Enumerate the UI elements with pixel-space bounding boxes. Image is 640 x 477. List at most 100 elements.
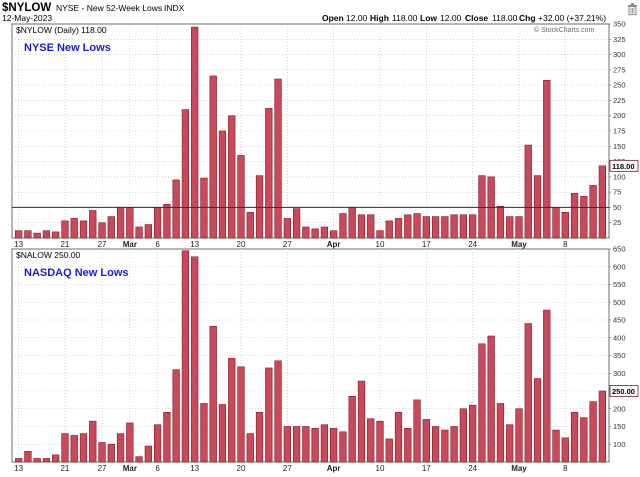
nyse-bar [561,212,569,239]
nasdaq-bar [292,426,301,463]
nyse-y-tick-label: 200 [613,111,626,120]
nyse-x-axis: 13 21 27 Mar 6 13 20 27 Apr 10 17 24 May 8 [14,240,568,249]
nasdaq-bar [533,378,542,463]
nyse-y-tick-label: 275 [613,65,626,74]
nasdaq-x-tick-label: 13 [190,464,199,473]
nasdaq-x-tick-label: 21 [61,464,70,473]
nasdaq-x-tick-label: 17 [422,464,431,473]
nyse-bar [135,226,143,239]
nasdaq-bar [265,367,273,463]
nyse-x-tick-label: Mar [123,240,137,249]
nasdaq-bar [181,250,190,463]
nyse-bar [311,228,319,239]
nasdaq-bar [228,358,236,463]
nasdaq-y-tick-label: 600 [613,262,626,271]
open-value: 12.00 [346,13,368,23]
nyse-bar [70,218,78,239]
nasdaq-x-tick-label: 10 [376,464,385,473]
nasdaq-bar [348,396,356,463]
trash-icon[interactable] [628,3,637,16]
nyse-bar [126,207,134,239]
nasdaq-bar [274,360,282,463]
nasdaq-x-tick-label: 20 [237,464,246,473]
exchange-label: INDX [164,3,185,13]
nasdaq-x-tick-label: 27 [98,464,107,473]
nyse-bar [441,216,449,239]
date-label: 12-May-2023 [2,13,52,23]
nyse-bar [209,75,217,239]
nasdaq-last-value-label: 250.00 [612,387,635,396]
low-label: Low [420,13,437,23]
nyse-y-tick-label: 100 [613,172,626,181]
nasdaq-bar [561,437,569,463]
nasdaq-x-axis: 13 21 27 Mar 6 13 20 27 Apr 10 17 24 May 8 [14,464,568,473]
nasdaq-x-tick-label: May [511,464,527,473]
nasdaq-bar [394,411,403,463]
nyse-x-tick-label: Apr [327,240,341,249]
nyse-bar [107,216,115,239]
chg-label: Chg [519,13,536,23]
nasdaq-bar [42,458,51,463]
nyse-bar [218,130,227,239]
nasdaq-bar [172,369,180,463]
nasdaq-bar [469,404,477,463]
nasdaq-bar [598,390,607,463]
nyse-bar [33,232,41,239]
nyse-bar [570,193,579,239]
nyse-panel-title: NYSE New Lows [24,42,111,54]
nasdaq-bar [422,419,430,463]
nasdaq-bars [15,250,607,463]
nyse-bar [191,26,199,239]
nyse-bar [552,207,560,239]
nasdaq-y-tick-label: 500 [613,298,626,307]
nasdaq-bar [311,427,319,463]
nasdaq-y-tick-label: 650 [613,245,626,254]
nasdaq-bar [33,458,41,463]
nasdaq-bar [200,403,208,463]
nasdaq-bar [15,458,23,463]
nyse-bar [255,175,264,239]
nyse-x-tick-label: 21 [61,240,70,249]
high-value: 118.00 [392,13,418,23]
nasdaq-bar [506,424,514,463]
nasdaq-bar [543,309,551,463]
nyse-bar [385,220,393,239]
nyse-bar [237,155,245,239]
nasdaq-bar [24,451,32,463]
nyse-bars [15,26,607,239]
nasdaq-bar [478,343,486,463]
nyse-bar [543,79,551,239]
nyse-bar [357,214,366,239]
nyse-x-tick-label: 27 [283,240,292,249]
nasdaq-y-tick-label: 100 [613,440,626,449]
nasdaq-bar [255,411,264,463]
nyse-bar [580,196,588,239]
nasdaq-x-tick-label: 6 [155,464,160,473]
nyse-bar [79,220,88,239]
nasdaq-bar [52,454,60,463]
nyse-y-tick-label: 150 [613,142,626,151]
nyse-bar [450,214,458,239]
nyse-y-tick-label: 25 [613,218,621,227]
nyse-x-tick-label: 27 [98,240,107,249]
nasdaq-bar [357,380,366,463]
nasdaq-x-tick-label: 27 [283,464,292,473]
nyse-bar [302,226,310,239]
nasdaq-y-axis: 100150200250300350400450500550600650 [609,245,626,449]
copyright-label: © StockCharts.com [534,26,595,34]
nyse-bar [181,109,190,239]
nasdaq-legend: $NALOW 250.00 [16,250,81,260]
nasdaq-bar [524,323,532,463]
nyse-y-tick-label: 300 [613,50,626,59]
open-label: Open [322,13,344,23]
nyse-bar [89,210,97,239]
nyse-bar [524,144,532,239]
nasdaq-bar [404,427,412,463]
nasdaq-x-tick-label: Mar [123,464,137,473]
nyse-y-tick-label: 225 [613,96,626,105]
nyse-bar [598,165,607,239]
high-label: High [370,13,389,23]
nyse-last-value-tag: 118.00 [609,159,639,172]
nyse-x-tick-label: 13 [190,240,199,249]
